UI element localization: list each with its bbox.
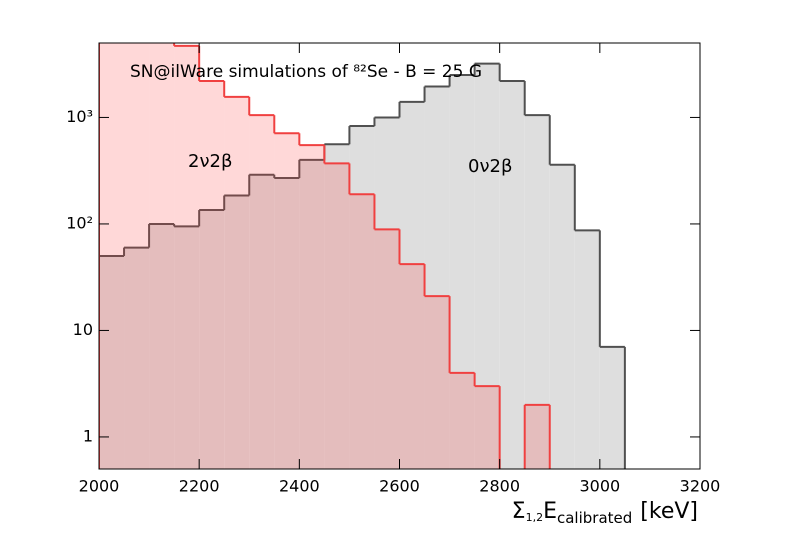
y-tick-label: 10 xyxy=(73,320,93,339)
x-tick-label: 3200 xyxy=(680,477,721,496)
bar xyxy=(349,194,375,469)
bar xyxy=(399,101,425,469)
bar xyxy=(474,63,500,469)
x-label-part: calibrated xyxy=(557,509,632,527)
annotation: 2ν2β xyxy=(188,151,232,172)
x-tick-label: 2400 xyxy=(279,477,320,496)
bar xyxy=(299,145,325,469)
chart-title: SN@ilWare simulations of ⁸²Se - B = 25 G xyxy=(130,62,482,82)
bar xyxy=(349,126,375,469)
bar xyxy=(549,164,575,469)
y-tick-label: 1 xyxy=(83,426,93,445)
bar xyxy=(274,178,300,469)
bar xyxy=(124,247,150,469)
x-tick-label: 3000 xyxy=(579,477,620,496)
bar xyxy=(249,115,275,469)
bar xyxy=(174,226,200,469)
x-label-part: Σ xyxy=(512,499,526,524)
bar xyxy=(174,45,200,469)
plot-area xyxy=(99,43,626,469)
x-tick-label: 2800 xyxy=(479,477,520,496)
bar xyxy=(149,223,175,469)
bar xyxy=(199,80,225,469)
bar xyxy=(449,75,475,469)
x-label-part: [keV] xyxy=(640,499,698,524)
bar xyxy=(424,296,450,469)
bar xyxy=(224,96,250,469)
y-tick-label: 10² xyxy=(66,213,93,232)
bar xyxy=(274,133,300,469)
bar xyxy=(524,404,550,469)
bar xyxy=(374,117,400,469)
bar xyxy=(299,159,325,469)
bar xyxy=(324,144,350,469)
bar xyxy=(124,43,150,469)
bar xyxy=(99,256,125,469)
bar xyxy=(249,174,275,469)
x-tick-label: 2000 xyxy=(79,477,120,496)
x-axis-label: Σ1,2Ecalibrated [keV] xyxy=(512,499,698,527)
bar xyxy=(574,230,600,469)
bar xyxy=(424,86,450,469)
bar xyxy=(449,372,475,469)
y-tick-label: 10³ xyxy=(66,107,93,126)
bar xyxy=(324,163,350,469)
x-tick-label: 2200 xyxy=(179,477,220,496)
bar xyxy=(499,80,525,469)
bar xyxy=(399,264,425,469)
x-label-part: 1,2 xyxy=(526,511,544,524)
x-label-part: E xyxy=(543,499,557,524)
annotation: 0ν2β xyxy=(468,156,512,177)
bar xyxy=(524,115,550,469)
bar xyxy=(474,386,500,469)
x-tick-label: 2600 xyxy=(379,477,420,496)
bar xyxy=(99,43,125,469)
bar xyxy=(374,229,400,469)
bar xyxy=(599,346,625,469)
bar xyxy=(224,195,250,469)
bar xyxy=(199,210,225,469)
bar xyxy=(149,43,175,469)
